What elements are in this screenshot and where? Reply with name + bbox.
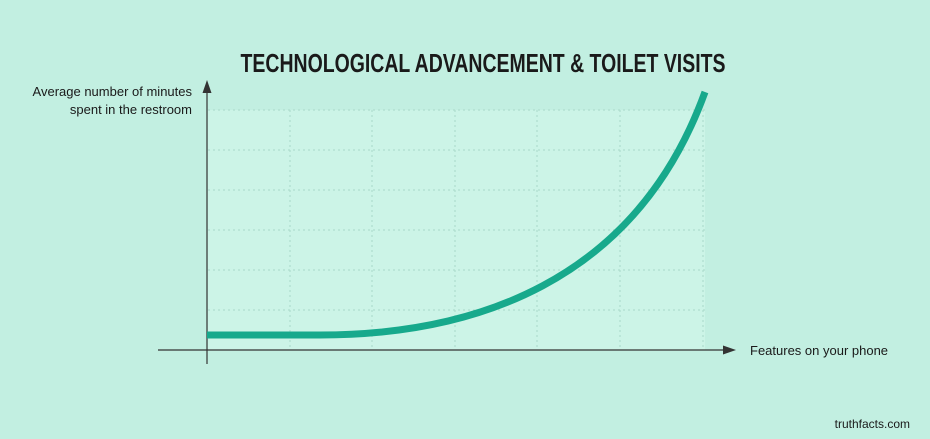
y-axis-label: spent in the restroom: [70, 102, 192, 117]
y-axis-label: Average number of minutes: [33, 84, 193, 99]
curve: [207, 90, 709, 339]
plot-area: [208, 110, 705, 350]
x-axis-label: Features on your phone: [750, 343, 888, 358]
chart-title: TECHNOLOGICAL ADVANCEMENT & TOILET VISIT…: [241, 48, 726, 78]
y-axis-arrow: [202, 80, 212, 93]
credit: truthfacts.com: [835, 417, 910, 431]
x-axis-arrow: [723, 345, 736, 355]
grid: [208, 109, 705, 350]
